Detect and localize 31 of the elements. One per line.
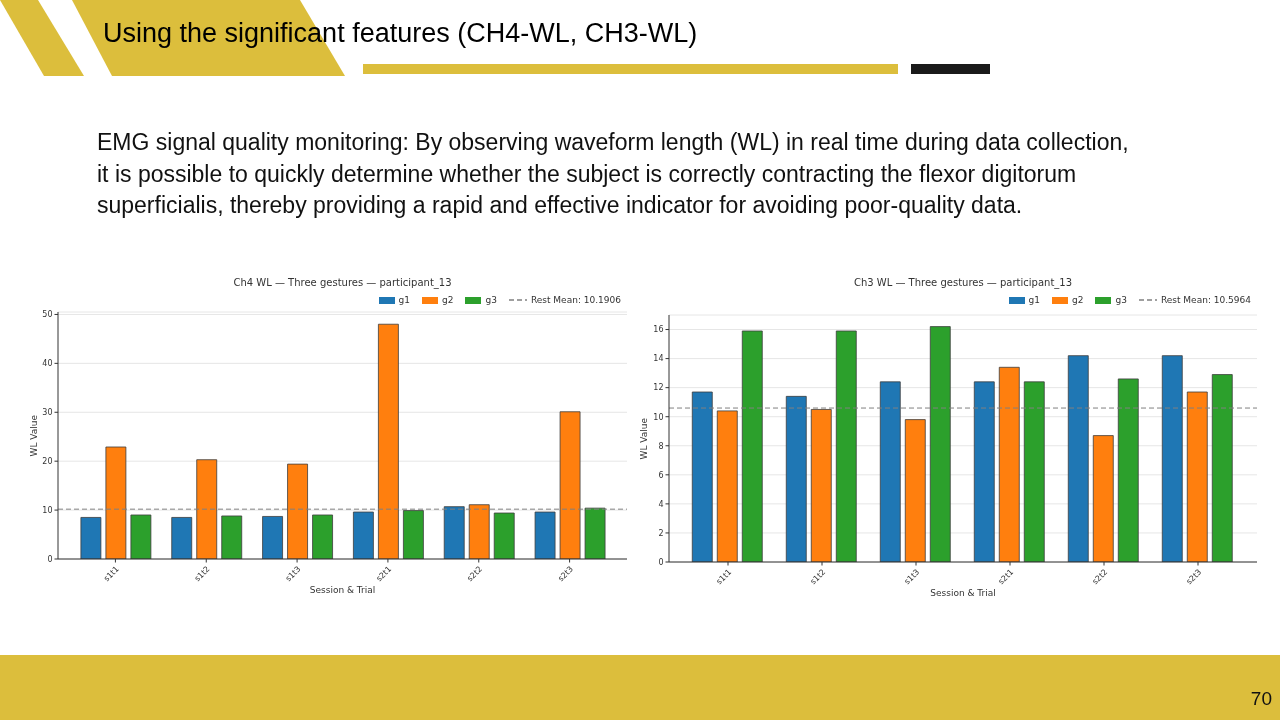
legend-label: g1 bbox=[1028, 294, 1040, 306]
y-tick-label: 2 bbox=[658, 528, 664, 538]
y-tick-label: 40 bbox=[42, 359, 53, 369]
y-tick-label: 50 bbox=[42, 310, 53, 320]
legend-label: g1 bbox=[398, 294, 410, 306]
y-tick-label: 8 bbox=[658, 441, 664, 451]
chart-title: Ch4 WL — Three gestures — participant_13 bbox=[233, 277, 452, 288]
legend-label: g2 bbox=[441, 294, 454, 306]
x-axis-title: Session & Trial bbox=[930, 588, 996, 598]
y-tick-label: 0 bbox=[658, 557, 664, 567]
legend-label: g3 bbox=[485, 294, 497, 306]
y-tick-label: 10 bbox=[653, 412, 664, 422]
legend-label: g3 bbox=[1115, 294, 1127, 306]
y-tick-label: 16 bbox=[653, 325, 664, 335]
y-axis-title: WL Value bbox=[29, 414, 39, 457]
legend-label: Rest Mean: 10.5964 bbox=[1160, 294, 1251, 306]
y-axis-title: WL Value bbox=[639, 417, 649, 460]
y-tick-label: 14 bbox=[653, 354, 664, 364]
y-tick-label: 0 bbox=[47, 554, 53, 564]
text: EMG signal quality monitoring: By observing waveform length (WL) in real time during data collection, it is possible to quickly determine whether the subject is correctly contracting the flexor digitorum superficialis, thereby providing a rapid and effective indicator for avoiding poor-quality data. bbox=[97, 129, 1129, 218]
chart-title: Ch3 WL — Three gestures — participant_13 bbox=[853, 277, 1073, 288]
y-tick-label: 4 bbox=[658, 499, 664, 509]
legend-label: g2 bbox=[1071, 294, 1084, 306]
y-tick-label: 12 bbox=[653, 383, 664, 393]
legend-label: Rest Mean: 10.1906 bbox=[530, 294, 621, 306]
x-axis-title: Session & Trial bbox=[309, 585, 376, 595]
text: 70 bbox=[1250, 688, 1272, 709]
y-tick-label: 10 bbox=[42, 505, 53, 515]
y-tick-label: 20 bbox=[42, 457, 53, 467]
y-tick-label: 6 bbox=[658, 470, 664, 480]
y-tick-label: 30 bbox=[42, 408, 53, 418]
